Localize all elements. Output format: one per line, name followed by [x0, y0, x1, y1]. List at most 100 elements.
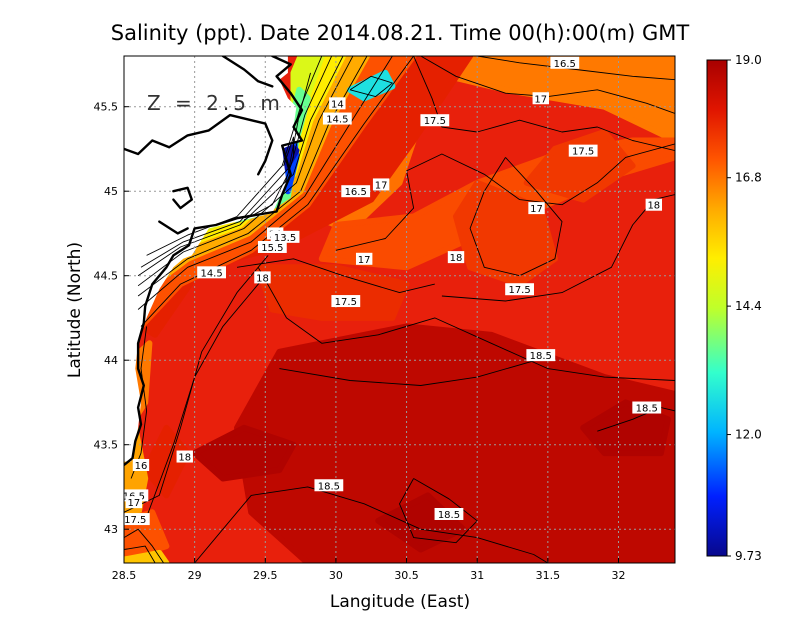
- contour-label: 14.5: [197, 266, 226, 279]
- contour-label-box: [329, 97, 346, 110]
- contour-label-text: 16: [135, 461, 148, 472]
- contour-label-box: [314, 479, 344, 492]
- y-tick-label: 45.5: [94, 101, 119, 114]
- contour-label-text: 16.5: [345, 187, 367, 198]
- contour-label-box: [447, 251, 465, 264]
- contour-label-box: [132, 458, 150, 471]
- contour-label-box: [532, 92, 549, 105]
- x-tick-label: 30: [329, 569, 343, 582]
- contour-label-box: [341, 185, 371, 198]
- contour-line: [279, 356, 548, 386]
- x-tick-label: 30.5: [394, 569, 419, 582]
- contour-label-box: [372, 178, 390, 191]
- contour-label: 17.5: [331, 295, 361, 308]
- contour-label-text: 18.5: [438, 510, 460, 521]
- contour-label-text: 17: [375, 180, 388, 191]
- x-tick-label: 29.5: [253, 569, 278, 582]
- coastline-segment: [124, 113, 274, 176]
- contour-label-text: 17: [534, 94, 547, 105]
- contour-line: [413, 56, 675, 152]
- contour-label: 17: [372, 178, 390, 191]
- contour-line: [236, 258, 435, 294]
- contour-label-box: [270, 230, 300, 243]
- colorbar-tick-label: 16.8: [735, 171, 762, 185]
- contour-label-text: 17: [530, 204, 543, 215]
- x-tick-label: 32: [611, 569, 625, 582]
- x-tick-label: 28.5: [112, 569, 137, 582]
- contour-label: 18: [254, 271, 271, 284]
- contour-label: 17: [355, 252, 373, 266]
- contour-label-box: [254, 271, 271, 284]
- contour-label: 17: [125, 496, 143, 509]
- contour-lines: [124, 56, 675, 563]
- contour-label: 18: [447, 251, 465, 264]
- colorbar: [706, 59, 728, 557]
- depth-annotation: Z = 2.5 m: [147, 91, 284, 115]
- colorbar-tick-label: 19.0: [735, 53, 762, 67]
- contour-label-text: 18.5: [318, 481, 340, 492]
- contour-label: 17: [532, 92, 549, 105]
- contour-label: 16: [132, 458, 150, 472]
- contour-label-box: [645, 198, 663, 211]
- contour-label: 18.5: [632, 401, 662, 415]
- contour-label: 17: [528, 202, 545, 215]
- contour-label-box: [505, 283, 534, 296]
- y-tick-label: 45: [104, 185, 118, 198]
- contour-label: 17.5: [505, 283, 534, 296]
- land-mask: [124, 56, 301, 462]
- plot-frame: [123, 55, 676, 564]
- contour-label: 16.5: [550, 56, 580, 70]
- chart-title: Salinity (ppt). Date 2014.08.21. Time 00…: [111, 21, 690, 45]
- contour-label-text: 17.5: [124, 515, 146, 526]
- contour-label-box: [331, 295, 361, 308]
- contour-label: 18.5: [314, 479, 344, 492]
- salinity-region: [523, 129, 636, 203]
- contour-label: 13.5: [270, 230, 300, 244]
- contour-label-text: 18: [647, 201, 660, 212]
- contour-line: [257, 267, 675, 381]
- contour-labels: 16.51717.517.51414.516.51717181413.515.5…: [124, 56, 663, 526]
- contour-label: 17.5: [124, 513, 150, 526]
- y-axis-label: Latitude (North): [65, 242, 85, 378]
- contour-label: 18: [176, 450, 193, 464]
- contour-label-box: [257, 240, 287, 253]
- contour-label-box: [528, 202, 545, 215]
- y-tick-label: 43: [104, 523, 118, 536]
- y-tick-label: 44: [104, 354, 118, 367]
- contour-label-box: [632, 401, 662, 414]
- x-tick-label: 29: [188, 569, 202, 582]
- contour-line: [194, 486, 549, 563]
- contour-label: 18.5: [434, 507, 464, 521]
- salinity-region: [124, 549, 170, 563]
- contour-label-text: 18.5: [530, 351, 552, 362]
- contour-label: 14: [329, 97, 346, 110]
- coastline-segment: [172, 186, 193, 210]
- contour-label-text: 16.5: [554, 59, 576, 70]
- contour-label-text: 14: [331, 99, 344, 110]
- y-tick-label: 44.5: [94, 270, 119, 283]
- contour-label: 14.5: [322, 112, 352, 126]
- contour-label-text: 13.5: [274, 233, 296, 244]
- contour-label: 16.5: [341, 185, 371, 198]
- contour-label-text: 15.5: [261, 243, 283, 254]
- contour-label-text: 17: [358, 255, 371, 266]
- contour-label-box: [550, 56, 580, 69]
- x-tick-label: 31: [470, 569, 484, 582]
- contour-label-text: 18: [178, 453, 191, 464]
- coastline: [124, 56, 304, 467]
- contour-line: [137, 56, 344, 277]
- x-axis-label: Langitude (East): [330, 592, 470, 612]
- contour-label-box: [125, 496, 143, 509]
- contour-label-text: 17.5: [572, 147, 594, 158]
- contour-line: [124, 545, 156, 563]
- contour-label-text: 14.5: [200, 268, 222, 279]
- contour-line: [399, 478, 478, 544]
- contour-line: [140, 56, 333, 268]
- contour-label: 18.5: [526, 349, 556, 362]
- contour-label-box: [568, 144, 598, 157]
- colorbar-ticks: 19.0 16.8 14.4 12.0 9.73: [727, 53, 762, 563]
- contour-line: [477, 56, 675, 81]
- contour-label: 15.5: [257, 240, 287, 254]
